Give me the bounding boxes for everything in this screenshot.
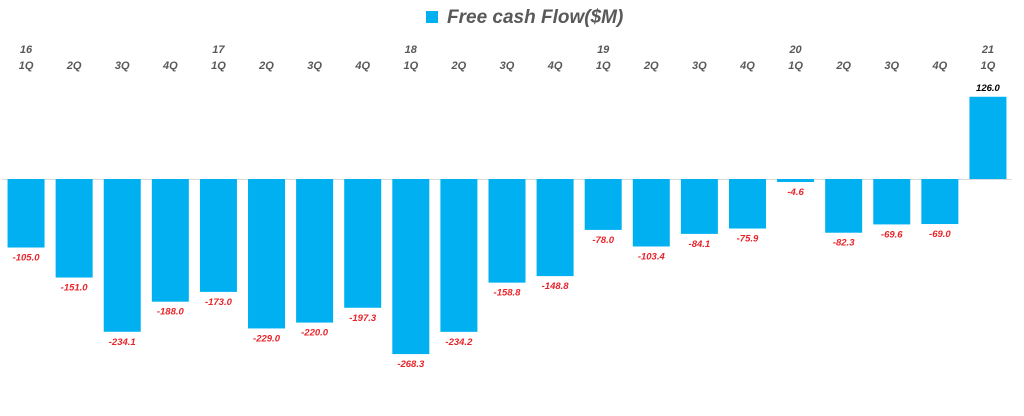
data-label: -234.2	[445, 337, 473, 348]
bar	[55, 179, 93, 278]
x-tick-quarter: 1Q	[596, 60, 611, 72]
x-tick-quarter: 3Q	[307, 60, 322, 72]
data-label: -173.0	[205, 297, 233, 308]
bar	[680, 179, 718, 234]
data-label: -78.0	[592, 235, 614, 246]
x-tick-year: 21	[981, 44, 994, 56]
data-label: -69.0	[929, 229, 951, 240]
data-label: -197.3	[349, 313, 377, 324]
data-label: -268.3	[397, 359, 425, 370]
bar	[7, 179, 45, 248]
data-labels: -105.0 -151.0 -234.1 -188.0 -173.0 -229.0 -220…	[13, 83, 1001, 370]
bar	[873, 179, 911, 225]
x-tick-quarter: 4Q	[162, 60, 178, 72]
x-tick-quarter: 2Q	[258, 60, 274, 72]
x-tick-year: 20	[788, 44, 802, 56]
x-tick-quarter: 4Q	[739, 60, 755, 72]
x-tick-quarter: 1Q	[981, 60, 996, 72]
data-label: -188.0	[157, 307, 185, 318]
data-label: -158.8	[494, 288, 522, 299]
data-label: -4.6	[787, 187, 804, 198]
bar	[344, 179, 382, 308]
x-axis-ticks: 16 1Q 2Q 3Q 4Q 17 1Q 2Q 3Q 4Q 18 1Q 2Q 3Q 4Q 19 1Q 2Q 3Q 4Q…	[19, 44, 996, 72]
x-tick-year: 19	[597, 44, 610, 56]
bar	[777, 179, 815, 182]
data-label: -220.0	[301, 328, 329, 339]
bar	[296, 179, 334, 323]
bars	[7, 96, 1007, 355]
legend-label: Free cash Flow($M)	[447, 7, 623, 28]
x-tick-quarter: 2Q	[643, 60, 659, 72]
bar	[969, 96, 1007, 179]
data-label: -75.9	[737, 234, 759, 245]
x-tick-quarter: 3Q	[884, 60, 899, 72]
bar	[151, 179, 189, 302]
bar	[825, 179, 863, 233]
data-label: -103.4	[638, 251, 666, 262]
bar	[728, 179, 766, 229]
bar	[440, 179, 478, 332]
data-label: -105.0	[13, 253, 41, 264]
x-tick-quarter: 3Q	[500, 60, 515, 72]
x-tick-year: 17	[212, 44, 225, 56]
x-tick-quarter: 2Q	[835, 60, 851, 72]
x-tick-year: 18	[405, 44, 418, 56]
bar	[536, 179, 574, 277]
x-tick-quarter: 4Q	[354, 60, 370, 72]
x-tick-quarter: 1Q	[211, 60, 226, 72]
data-label: -69.6	[881, 229, 903, 240]
x-tick-quarter: 3Q	[692, 60, 707, 72]
bar	[921, 179, 959, 225]
data-label: -151.0	[61, 283, 89, 294]
bar	[248, 179, 286, 329]
bar	[632, 179, 670, 247]
data-label: -234.1	[109, 337, 136, 348]
data-label: -148.8	[542, 281, 570, 292]
bar	[584, 179, 622, 230]
x-tick-quarter: 2Q	[66, 60, 82, 72]
data-label: -229.0	[253, 333, 281, 344]
legend-swatch	[426, 11, 438, 23]
bar	[392, 179, 430, 355]
x-tick-quarter: 1Q	[788, 60, 803, 72]
bar	[103, 179, 141, 332]
x-tick-quarter: 1Q	[403, 60, 418, 72]
x-tick-quarter: 1Q	[19, 60, 34, 72]
bar	[488, 179, 526, 283]
x-tick-quarter: 3Q	[115, 60, 130, 72]
x-tick-quarter: 4Q	[932, 60, 948, 72]
data-label: -82.3	[833, 238, 855, 249]
data-label: 126.0	[976, 83, 1000, 94]
data-label: -84.1	[689, 239, 711, 250]
legend: Free cash Flow($M)	[426, 7, 623, 28]
x-tick-year: 16	[20, 44, 33, 56]
x-tick-quarter: 2Q	[451, 60, 467, 72]
bar	[199, 179, 237, 292]
x-tick-quarter: 4Q	[547, 60, 563, 72]
